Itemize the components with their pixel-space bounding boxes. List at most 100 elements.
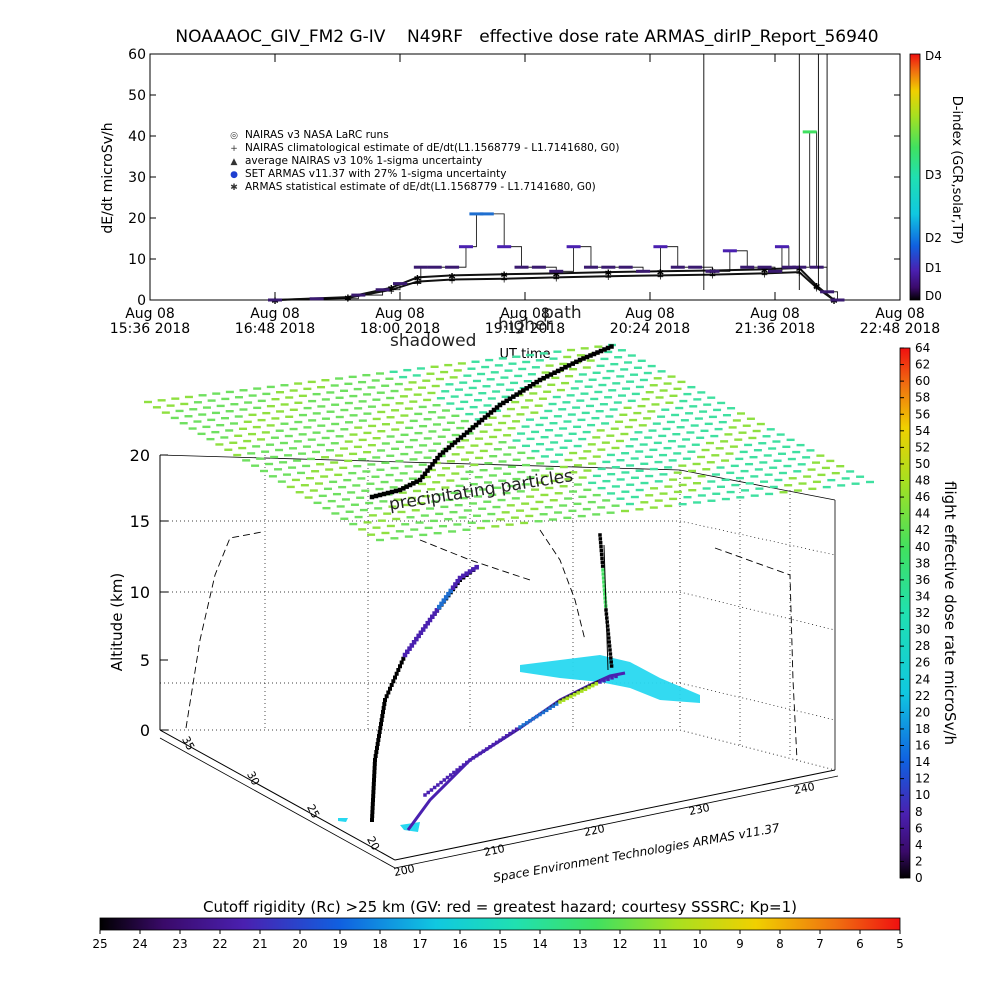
particle-cell: [816, 454, 825, 457]
particle-cell: [335, 435, 344, 438]
flight-path-point: [602, 580, 606, 584]
particle-cell: [539, 513, 548, 516]
particle-cell: [566, 394, 575, 397]
particle-cell: [180, 402, 189, 406]
flight-path-point: [450, 585, 456, 590]
particle-cell: [271, 417, 280, 420]
particle-cell: [707, 480, 716, 483]
particle-cell: [517, 451, 526, 455]
particle-cell: [812, 480, 821, 484]
particle-cell: [437, 435, 446, 438]
particle-cell: [644, 436, 653, 439]
particle-cell: [657, 415, 666, 418]
particle-cell: [596, 364, 605, 368]
particle-cell: [611, 485, 620, 488]
particle-cell: [307, 380, 316, 384]
flight-path-point: [471, 567, 476, 572]
particle-cell: [737, 412, 745, 415]
particle-cell: [317, 424, 326, 427]
dose-rate-tick-label: 14: [915, 755, 930, 769]
particle-cell: [304, 496, 313, 499]
cutoff-tick-label: 20: [292, 937, 307, 951]
particle-cell: [368, 514, 377, 517]
flight-path-point: [531, 381, 536, 387]
particle-cell: [569, 451, 578, 455]
particle-cell: [479, 468, 488, 472]
particle-cell: [409, 400, 418, 403]
dose-rate-tick-label: 34: [915, 589, 930, 603]
armas-point: [413, 265, 428, 269]
dose-rate-tick-label: 64: [915, 341, 930, 355]
flight-path-point: [372, 762, 377, 766]
particle-cell: [430, 365, 439, 368]
particle-cell: [426, 507, 435, 510]
particle-cell: [454, 503, 463, 507]
particle-cell: [808, 487, 817, 491]
particle-cell: [620, 432, 629, 436]
particle-cell: [745, 482, 754, 485]
particle-cell: [550, 479, 559, 483]
particle-cell: [680, 419, 689, 422]
ground-track-point: [481, 749, 486, 753]
particle-cell: [689, 405, 698, 408]
flight-path-point: [577, 357, 583, 363]
particle-cell: [262, 392, 271, 396]
particle-cell: [657, 370, 666, 373]
floor-y-tick-label: 30: [244, 769, 262, 787]
particle-cell: [484, 481, 493, 484]
particle-cell: [451, 472, 460, 475]
particle-cell: [325, 449, 334, 452]
flight-path-point: [434, 608, 440, 613]
flight-path-3d: [369, 344, 618, 822]
particle-cell: [687, 385, 696, 389]
cyan-floor-patch: [520, 655, 700, 703]
series-line-1: [274, 271, 835, 301]
particle-cell: [179, 422, 188, 425]
top-x-tick-label-time: 18:00 2018: [360, 321, 440, 337]
particle-cell: [460, 458, 469, 461]
particle-cell: [676, 426, 685, 429]
particle-cell: [422, 379, 431, 382]
cutoff-tick-label: 7: [816, 937, 824, 951]
particle-cell: [549, 357, 558, 360]
dindex-tick-d1: D1: [925, 261, 942, 275]
particle-cell: [600, 357, 609, 361]
floor-ticks: 200 210 220 230 240 20 25 30 35: [179, 734, 816, 879]
particle-cell: [260, 469, 268, 473]
flight-path-point: [411, 481, 416, 486]
particle-cell: [688, 489, 697, 492]
flight-path-point: [555, 368, 561, 374]
particle-cell: [229, 422, 238, 425]
particle-cell: [615, 420, 624, 423]
ground-track-point: [590, 683, 595, 688]
particle-cell: [740, 469, 749, 473]
particle-cell: [343, 478, 352, 482]
ground-track-point: [518, 725, 522, 729]
series-marker-1: +: [448, 277, 456, 287]
particle-cell: [253, 406, 262, 410]
particle-cell: [404, 388, 413, 391]
flight-path-point: [600, 556, 604, 561]
particle-cell: [358, 528, 367, 531]
particle-cell: [423, 437, 432, 440]
flight-path-point: [417, 477, 423, 483]
particle-cell: [451, 453, 460, 456]
particle-cell: [512, 439, 521, 442]
particle-cell: [335, 415, 344, 419]
flight-path-point: [381, 491, 387, 497]
particle-cell: [630, 495, 639, 499]
particle-cell: [492, 505, 501, 509]
particle-cell: [602, 376, 611, 380]
particle-cell: [435, 377, 444, 381]
ground-track-point: [488, 745, 492, 749]
ground-track-point: [610, 676, 614, 680]
particle-cell: [275, 429, 284, 432]
floor-x-tick-label: 210: [483, 842, 506, 859]
series-marker-1: +: [657, 272, 665, 282]
particle-cell: [516, 490, 525, 493]
ground-track-point: [531, 716, 536, 721]
particle-cell: [446, 460, 455, 463]
particle-cell: [408, 477, 417, 480]
flight-path-point: [398, 664, 402, 669]
